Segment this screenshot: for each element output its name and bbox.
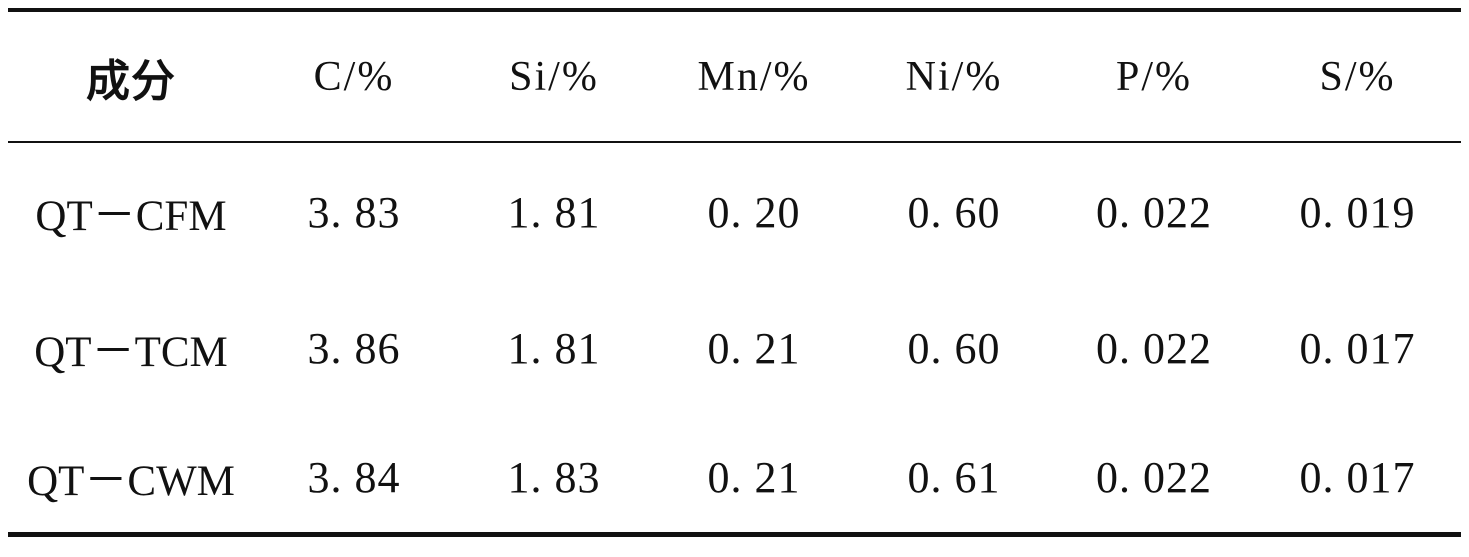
header-cell-ni: Ni/% (905, 54, 1003, 100)
bottom-rule (8, 532, 1461, 537)
cell-c: 3. 84 (307, 452, 401, 502)
cell-c: 3. 83 (307, 187, 401, 237)
header-cell-p: P/% (1115, 54, 1192, 100)
header-row: 成分 C/% Si/% Mn/% Ni/% P/% S/% (8, 12, 1461, 142)
table-row: QT－CFM 3. 83 1. 81 0. 20 0. 60 0. 022 0.… (8, 142, 1461, 282)
top-rule (8, 8, 1461, 12)
cell-si: 1. 83 (507, 452, 601, 502)
composition-table: 成分 C/% Si/% Mn/% Ni/% P/% S/% QT－CFM 3. … (8, 12, 1461, 540)
cell-p: 0. 022 (1096, 187, 1212, 237)
row-label: QT－CWM (27, 458, 235, 505)
header-cell-c: C/% (313, 54, 395, 100)
cell-s: 0. 019 (1299, 187, 1416, 237)
cell-si: 1. 81 (507, 187, 601, 237)
row-label: QT－CFM (35, 193, 227, 240)
header-cell-component: 成分 (86, 56, 176, 107)
cell-ni: 0. 60 (907, 187, 1001, 237)
cell-p: 0. 022 (1096, 452, 1212, 502)
table-row: QT－CWM 3. 84 1. 83 0. 21 0. 61 0. 022 0.… (8, 414, 1461, 540)
cell-s: 0. 017 (1299, 452, 1416, 502)
cell-ni: 0. 60 (907, 323, 1001, 373)
cell-mn: 0. 21 (707, 452, 801, 502)
header-cell-s: S/% (1319, 54, 1396, 100)
cell-c: 3. 86 (307, 323, 401, 373)
header-rule (8, 141, 1461, 143)
cell-mn: 0. 21 (707, 323, 801, 373)
composition-table-container: 成分 C/% Si/% Mn/% Ni/% P/% S/% QT－CFM 3. … (8, 0, 1461, 557)
table-row: QT－TCM 3. 86 1. 81 0. 21 0. 60 0. 022 0.… (8, 282, 1461, 414)
cell-p: 0. 022 (1096, 323, 1212, 373)
cell-ni: 0. 61 (907, 452, 1001, 502)
cell-si: 1. 81 (507, 323, 601, 373)
cell-mn: 0. 20 (707, 187, 801, 237)
header-cell-si: Si/% (509, 54, 599, 100)
cell-s: 0. 017 (1299, 323, 1416, 373)
row-label: QT－TCM (34, 329, 228, 376)
header-cell-mn: Mn/% (697, 54, 811, 100)
